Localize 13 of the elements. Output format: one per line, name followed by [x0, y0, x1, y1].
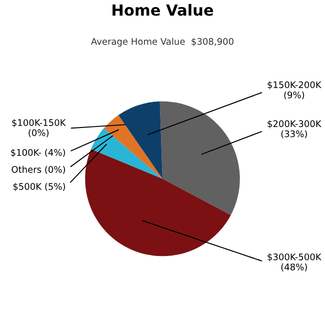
slice-label: $500K (5%) [13, 182, 65, 192]
data-label: (48%) [281, 263, 307, 272]
data-label: (9%) [284, 91, 304, 100]
data-label: (33%) [281, 130, 307, 138]
chart-title: Home Value [112, 4, 214, 16]
chart-subtitle: Average Home Value $308,900 [91, 38, 234, 47]
slice-label: $300K-500K [268, 253, 322, 262]
text: (0%) [28, 129, 49, 138]
category-label: Others (0%) [12, 166, 65, 174]
slice-label: $150K-200K [268, 81, 322, 90]
slice-label: $100K- (4%) [11, 148, 65, 158]
slice-label: $200K-300K [268, 120, 322, 128]
category-label: $100K-150K [12, 119, 66, 128]
